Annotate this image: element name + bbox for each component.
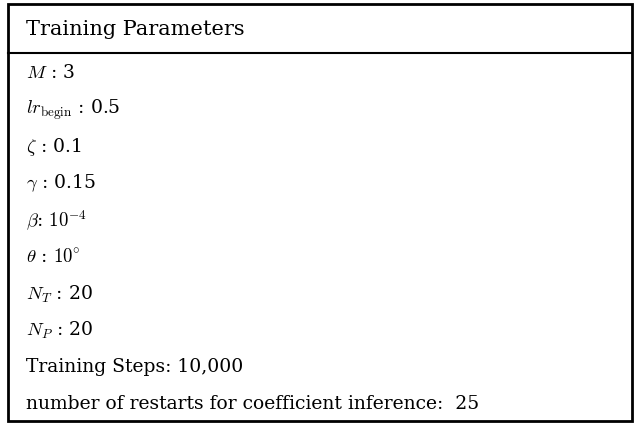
- Text: number of restarts for coefficient inference:  25: number of restarts for coefficient infer…: [26, 394, 479, 412]
- Text: $N_T$ : 20: $N_T$ : 20: [26, 283, 92, 304]
- Text: $lr_{\mathrm{begin}}$ : 0.5: $lr_{\mathrm{begin}}$ : 0.5: [26, 98, 120, 122]
- Text: $\theta$ : $10^{\circ}$: $\theta$ : $10^{\circ}$: [26, 248, 80, 265]
- Text: Training Parameters: Training Parameters: [26, 20, 244, 39]
- Text: $\gamma$ : 0.15: $\gamma$ : 0.15: [26, 173, 96, 194]
- Text: $M$ : 3: $M$ : 3: [26, 64, 74, 82]
- Text: $\zeta$ : 0.1: $\zeta$ : 0.1: [26, 135, 81, 158]
- Text: Training Steps: 10,000: Training Steps: 10,000: [26, 357, 243, 376]
- Text: $\beta$: $10^{-4}$: $\beta$: $10^{-4}$: [26, 208, 86, 232]
- Text: $N_P$ : 20: $N_P$ : 20: [26, 320, 93, 340]
